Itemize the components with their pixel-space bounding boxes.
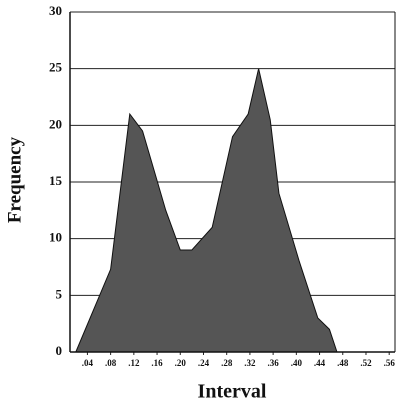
x-tick-label: .24 bbox=[198, 358, 210, 368]
y-tick-label: 0 bbox=[56, 343, 63, 358]
area bbox=[75, 68, 338, 353]
y-tick-label: 30 bbox=[49, 3, 62, 18]
y-tick-label: 15 bbox=[49, 173, 63, 188]
x-tick-label: .32 bbox=[244, 358, 256, 368]
y-tick-label: 5 bbox=[56, 286, 63, 301]
y-tick-label: 25 bbox=[49, 60, 63, 75]
x-tick-label: .56 bbox=[384, 358, 396, 368]
x-tick-label: .12 bbox=[128, 358, 140, 368]
x-axis-label: Interval bbox=[198, 381, 267, 403]
x-tick-label: .44 bbox=[314, 358, 326, 368]
x-tick-label: .20 bbox=[175, 358, 187, 368]
x-tick-label: .40 bbox=[291, 358, 303, 368]
x-tick-label: .48 bbox=[337, 358, 349, 368]
x-tick-label: .04 bbox=[82, 358, 94, 368]
x-tick-label: .16 bbox=[151, 358, 163, 368]
y-tick-label: 10 bbox=[49, 230, 62, 245]
y-tick-label: 20 bbox=[49, 116, 62, 131]
x-tick-label: .28 bbox=[221, 358, 233, 368]
y-axis-label: Frequency bbox=[4, 136, 25, 223]
x-tick-label: .52 bbox=[360, 358, 372, 368]
x-tick-label: .08 bbox=[105, 358, 117, 368]
x-tick-label: .36 bbox=[268, 358, 280, 368]
